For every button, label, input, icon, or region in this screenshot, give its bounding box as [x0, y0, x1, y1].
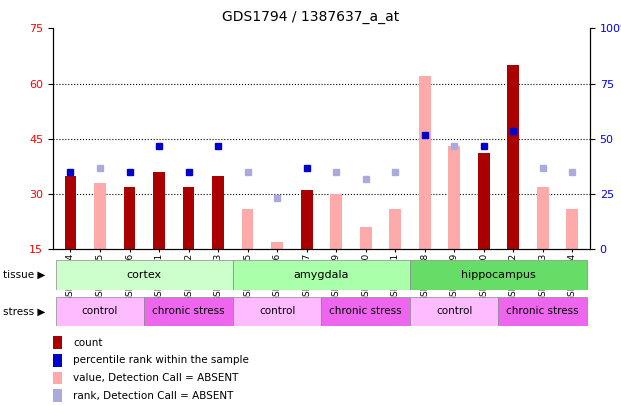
Text: value, Detection Call = ABSENT: value, Detection Call = ABSENT	[73, 373, 238, 383]
Bar	[499, 297, 587, 326]
Bar	[56, 297, 144, 326]
Bar	[271, 242, 283, 249]
Text: cortex: cortex	[127, 270, 162, 280]
Bar	[389, 209, 401, 249]
Bar	[410, 297, 499, 326]
Text: stress ▶: stress ▶	[3, 307, 45, 316]
Text: tissue ▶: tissue ▶	[3, 270, 45, 280]
Bar	[507, 65, 519, 249]
Bar	[242, 209, 253, 249]
Bar	[53, 372, 63, 384]
Bar	[144, 297, 233, 326]
Text: hippocampus: hippocampus	[461, 270, 536, 280]
Text: amygdala: amygdala	[294, 270, 349, 280]
Text: control: control	[259, 307, 295, 316]
Bar	[322, 297, 410, 326]
Text: control: control	[82, 307, 118, 316]
Bar	[212, 175, 224, 249]
Text: chronic stress: chronic stress	[152, 307, 225, 316]
Bar	[448, 146, 460, 249]
Text: chronic stress: chronic stress	[506, 307, 579, 316]
Bar	[330, 194, 342, 249]
Bar	[183, 187, 194, 249]
Bar	[53, 354, 63, 367]
Text: control: control	[436, 307, 473, 316]
Bar	[301, 190, 312, 249]
Bar	[233, 297, 322, 326]
Text: chronic stress: chronic stress	[329, 307, 402, 316]
Bar	[56, 260, 233, 290]
Bar	[153, 172, 165, 249]
Text: rank, Detection Call = ABSENT: rank, Detection Call = ABSENT	[73, 391, 233, 401]
Bar	[65, 175, 76, 249]
Text: percentile rank within the sample: percentile rank within the sample	[73, 355, 249, 365]
Bar	[537, 187, 548, 249]
Bar	[360, 227, 371, 249]
Bar	[124, 187, 135, 249]
Bar	[566, 209, 578, 249]
Bar	[53, 390, 63, 402]
Bar	[478, 153, 489, 249]
Bar	[94, 183, 106, 249]
Text: GDS1794 / 1387637_a_at: GDS1794 / 1387637_a_at	[222, 10, 399, 24]
Bar	[410, 260, 587, 290]
Bar	[233, 260, 410, 290]
Text: count: count	[73, 338, 102, 347]
Bar	[419, 76, 430, 249]
Bar	[53, 336, 63, 349]
